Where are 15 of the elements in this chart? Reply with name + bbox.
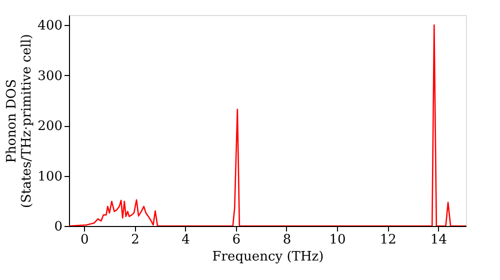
x-tick-label: 12 bbox=[380, 232, 396, 248]
x-tick-label: 10 bbox=[329, 232, 346, 248]
y-tick-label: 300 bbox=[38, 68, 62, 84]
x-axis-title: Frequency (THz) bbox=[212, 250, 324, 264]
y-tick-label: 100 bbox=[38, 169, 62, 184]
y-axis-title: Phonon DOS (States/THz·primitive cell) bbox=[4, 34, 35, 208]
y-tick-label: 0 bbox=[54, 220, 62, 234]
x-tick-label: 4 bbox=[182, 232, 190, 248]
x-tick-label: 8 bbox=[282, 232, 292, 248]
y-tick-label: 400 bbox=[38, 18, 62, 34]
y-tick-label: 200 bbox=[38, 119, 62, 134]
x-tick-label: 14 bbox=[430, 232, 447, 248]
x-tick-label: 6 bbox=[232, 232, 241, 248]
x-tick-label: 0 bbox=[80, 232, 89, 248]
x-tick-label: 2 bbox=[131, 232, 140, 248]
